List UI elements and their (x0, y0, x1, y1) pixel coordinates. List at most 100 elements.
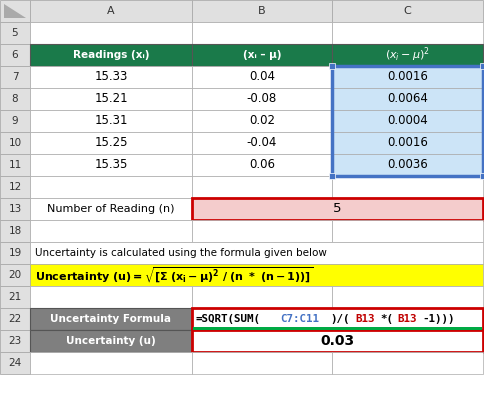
Bar (328, 63, 334, 69)
Text: 7: 7 (12, 72, 18, 82)
Bar (30, 176, 192, 198)
Bar (30, 88, 192, 110)
Bar (192, 44, 332, 66)
Text: *(: *( (380, 314, 393, 324)
Text: 21: 21 (8, 292, 22, 302)
Bar (0, 220, 30, 242)
Bar (30, 286, 192, 308)
Text: 15.33: 15.33 (94, 71, 127, 83)
Text: C: C (403, 6, 410, 16)
Bar (192, 132, 332, 154)
Bar (192, 220, 332, 242)
Bar (192, 286, 332, 308)
Text: 0.03: 0.03 (320, 334, 354, 348)
Text: 24: 24 (8, 358, 22, 368)
Text: 10: 10 (8, 138, 21, 148)
Bar (332, 220, 482, 242)
Bar (0, 308, 30, 330)
Text: 6: 6 (12, 50, 18, 60)
Bar (192, 22, 332, 44)
Text: 11: 11 (8, 160, 22, 170)
Bar (30, 308, 192, 330)
Bar (332, 352, 482, 374)
Bar (0, 330, 30, 352)
Text: 15.35: 15.35 (94, 158, 127, 172)
Bar (0, 154, 30, 176)
Bar (332, 44, 482, 66)
Text: A: A (107, 6, 115, 16)
Bar (30, 352, 192, 374)
Bar (332, 66, 482, 176)
Text: 0.0016: 0.0016 (386, 136, 427, 150)
Bar (0, 0, 30, 22)
Bar (30, 220, 192, 242)
Text: )/(: )/( (330, 314, 349, 324)
Polygon shape (4, 4, 26, 18)
Bar (0, 132, 30, 154)
Text: 15.31: 15.31 (94, 115, 127, 128)
Text: (xᵢ – μ): (xᵢ – μ) (242, 50, 281, 60)
Bar (192, 66, 332, 88)
Bar (192, 330, 482, 352)
Bar (0, 264, 30, 286)
Bar (0, 110, 30, 132)
Bar (30, 22, 192, 44)
Bar (332, 88, 482, 110)
Bar (192, 198, 482, 220)
Bar (332, 154, 482, 176)
Bar (0, 66, 30, 88)
Text: $\bf{Uncertainty\ (u) = \sqrt{[\Sigma\ (x_i - \mu)^2\ /\ (n\ *\ (n-1))]}}$: $\bf{Uncertainty\ (u) = \sqrt{[\Sigma\ (… (35, 265, 313, 285)
Bar (332, 176, 482, 198)
Text: B13: B13 (355, 314, 374, 324)
Text: 5: 5 (333, 203, 341, 215)
Text: 9: 9 (12, 116, 18, 126)
Bar (0, 22, 30, 44)
Text: Uncertainty is calculated using the formula given below: Uncertainty is calculated using the form… (35, 248, 326, 258)
Bar (192, 88, 332, 110)
Bar (328, 173, 334, 179)
Text: 0.0004: 0.0004 (386, 115, 427, 128)
Text: 23: 23 (8, 336, 22, 346)
Text: Readings (xᵢ): Readings (xᵢ) (73, 50, 149, 60)
Text: 8: 8 (12, 94, 18, 104)
Text: B: B (257, 6, 265, 16)
Bar (30, 242, 482, 264)
Bar (479, 63, 484, 69)
Bar (192, 176, 332, 198)
Text: =SQRT(SUM(: =SQRT(SUM( (196, 314, 260, 324)
Bar (332, 286, 482, 308)
Text: 5: 5 (12, 28, 18, 38)
Bar (479, 173, 484, 179)
Bar (192, 352, 332, 374)
Text: Uncertainty (u): Uncertainty (u) (66, 336, 155, 346)
Bar (30, 330, 192, 352)
Bar (0, 286, 30, 308)
Text: 18: 18 (8, 226, 22, 236)
Text: B13: B13 (396, 314, 416, 324)
Bar (30, 264, 482, 286)
Text: 22: 22 (8, 314, 22, 324)
Text: 13: 13 (8, 204, 22, 214)
Text: 0.02: 0.02 (248, 115, 274, 128)
Bar (193, 327, 481, 330)
Bar (332, 110, 482, 132)
Bar (0, 88, 30, 110)
Bar (332, 66, 482, 88)
Text: 19: 19 (8, 248, 22, 258)
Bar (0, 198, 30, 220)
Text: 0.0016: 0.0016 (386, 71, 427, 83)
Text: 20: 20 (8, 270, 21, 280)
Text: 0.06: 0.06 (248, 158, 274, 172)
Text: 12: 12 (8, 182, 22, 192)
Bar (332, 132, 482, 154)
Text: 15.21: 15.21 (94, 93, 128, 105)
Bar (30, 0, 192, 22)
Bar (192, 154, 332, 176)
Bar (0, 44, 30, 66)
Text: -1))): -1))) (422, 314, 454, 324)
Text: Number of Reading (n): Number of Reading (n) (47, 204, 174, 214)
Text: 15.25: 15.25 (94, 136, 127, 150)
Text: -0.08: -0.08 (246, 93, 276, 105)
Text: $(x_i - \mu)^2$: $(x_i - \mu)^2$ (384, 46, 429, 64)
Text: 0.0064: 0.0064 (386, 93, 427, 105)
